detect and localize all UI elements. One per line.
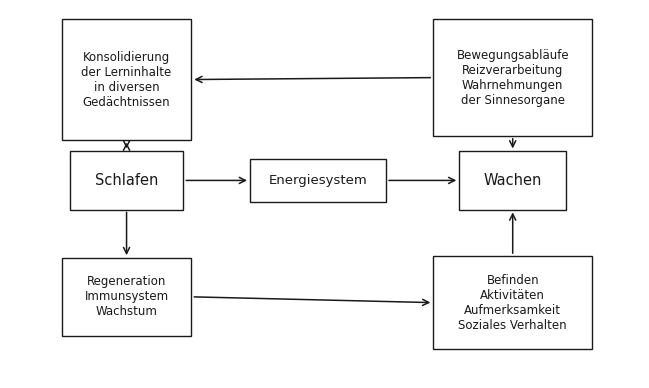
Text: Energiesystem: Energiesystem	[269, 174, 367, 187]
FancyBboxPatch shape	[62, 19, 191, 140]
FancyBboxPatch shape	[459, 151, 567, 210]
FancyBboxPatch shape	[434, 19, 592, 136]
Text: Regeneration
Immunsystem
Wachstum: Regeneration Immunsystem Wachstum	[84, 275, 169, 318]
FancyBboxPatch shape	[70, 151, 183, 210]
Text: Konsolidierung
der Lerninhalte
in diversen
Gedächtnissen: Konsolidierung der Lerninhalte in divers…	[81, 50, 172, 109]
Text: Befinden
Aktivitäten
Aufmerksamkeit
Soziales Verhalten: Befinden Aktivitäten Aufmerksamkeit Sozi…	[458, 274, 567, 332]
FancyBboxPatch shape	[434, 256, 592, 349]
Text: Wachen: Wachen	[484, 173, 542, 188]
FancyBboxPatch shape	[250, 159, 386, 202]
Text: Schlafen: Schlafen	[95, 173, 158, 188]
FancyBboxPatch shape	[62, 258, 191, 336]
Text: Bewegungsabläufe
Reizverarbeitung
Wahrnehmungen
der Sinnesorgane: Bewegungsabläufe Reizverarbeitung Wahrne…	[456, 48, 569, 107]
